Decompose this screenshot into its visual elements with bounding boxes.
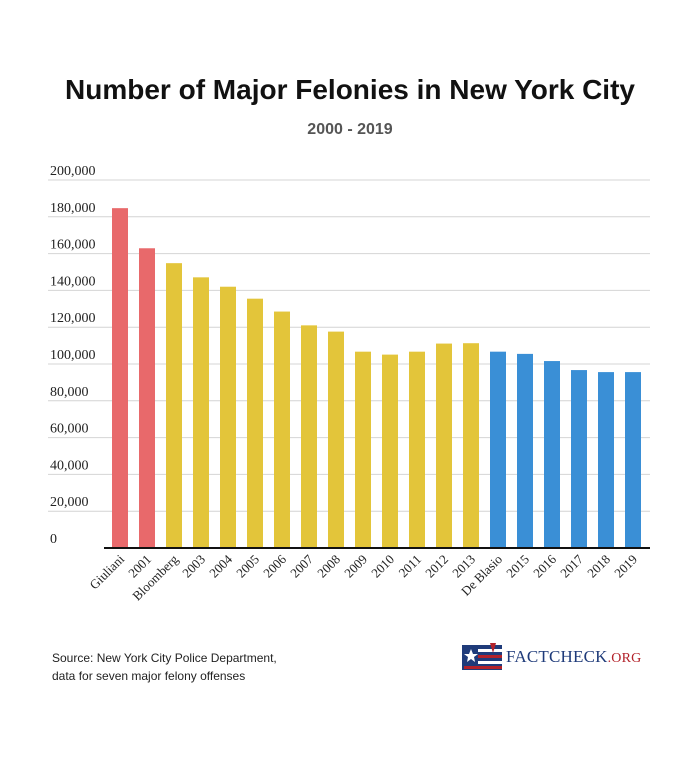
y-tick-label: 160,000 [50,238,96,253]
y-tick-label: 120,000 [50,311,96,326]
bar-bloomberg [166,263,182,548]
x-tick-label: 2018 [584,552,613,581]
bar-2006 [274,311,290,548]
x-tick-label: 2008 [314,552,343,581]
logo-text-main: FACTCHECK [506,647,608,666]
chart-subtitle: 2000 - 2019 [307,121,393,138]
bar-2008 [328,331,344,548]
x-tick-label: 2016 [530,551,559,580]
bar-de-blasio [490,351,506,548]
bar-2013 [463,343,479,548]
bar-2012 [436,343,452,548]
x-tick-label: 2004 [206,551,235,580]
bar-2017 [571,370,587,548]
y-tick-label: 80,000 [50,385,89,400]
x-tick-label: 2006 [260,551,289,580]
y-tick-label: 180,000 [50,201,96,216]
factcheck-logo[interactable]: FACTCHECK.ORG [462,641,641,671]
source-line-2: data for seven major felony offenses [52,669,246,683]
bar-2011 [409,351,425,548]
x-tick-label: 2017 [557,551,586,580]
x-tick-label: 2009 [341,552,370,581]
bar-chart: 0 20,000 40,000 60,000 80,000 100,000 120,000 1… [48,164,650,603]
y-tick-label: 0 [50,532,57,547]
source-line-1: Source: New York City Police Department, [52,651,277,665]
bar-2015 [517,353,533,548]
y-tick-label: 140,000 [50,274,96,289]
source-note: Source: New York City Police Department,… [52,649,277,685]
bar-giuliani [112,208,128,549]
logo-text: FACTCHECK.ORG [506,647,641,667]
flag-logo-icon [462,643,502,670]
y-tick-label: 40,000 [50,458,89,473]
x-tick-label: Giuliani [86,551,127,592]
chart-title: Number of Major Felonies in New York Cit… [65,74,635,105]
bar-2007 [301,325,317,548]
bar-2004 [220,286,236,548]
x-tick-label: 2010 [368,552,397,581]
x-tick-label: 2012 [422,552,451,581]
bar-2009 [355,351,371,548]
bar-2016 [544,361,560,548]
y-tick-label: 60,000 [50,422,89,437]
bar-2001 [139,248,155,548]
x-tick-label: 2005 [233,552,262,581]
bar-2005 [247,298,263,548]
y-tick-label: 200,000 [50,164,96,179]
x-tick-label: 2011 [395,552,424,581]
x-tick-label: 2003 [179,552,208,581]
y-tick-label: 100,000 [50,348,96,363]
x-tick-label: 2015 [503,552,532,581]
x-tick-label: 2019 [611,552,640,581]
y-tick-label: 20,000 [50,495,89,510]
bar-2019 [625,372,641,548]
bar-2010 [382,354,398,548]
bar-2003 [193,277,209,548]
x-tick-label: 2007 [287,551,316,580]
logo-text-org: .ORG [607,651,642,666]
bar-2018 [598,372,614,548]
